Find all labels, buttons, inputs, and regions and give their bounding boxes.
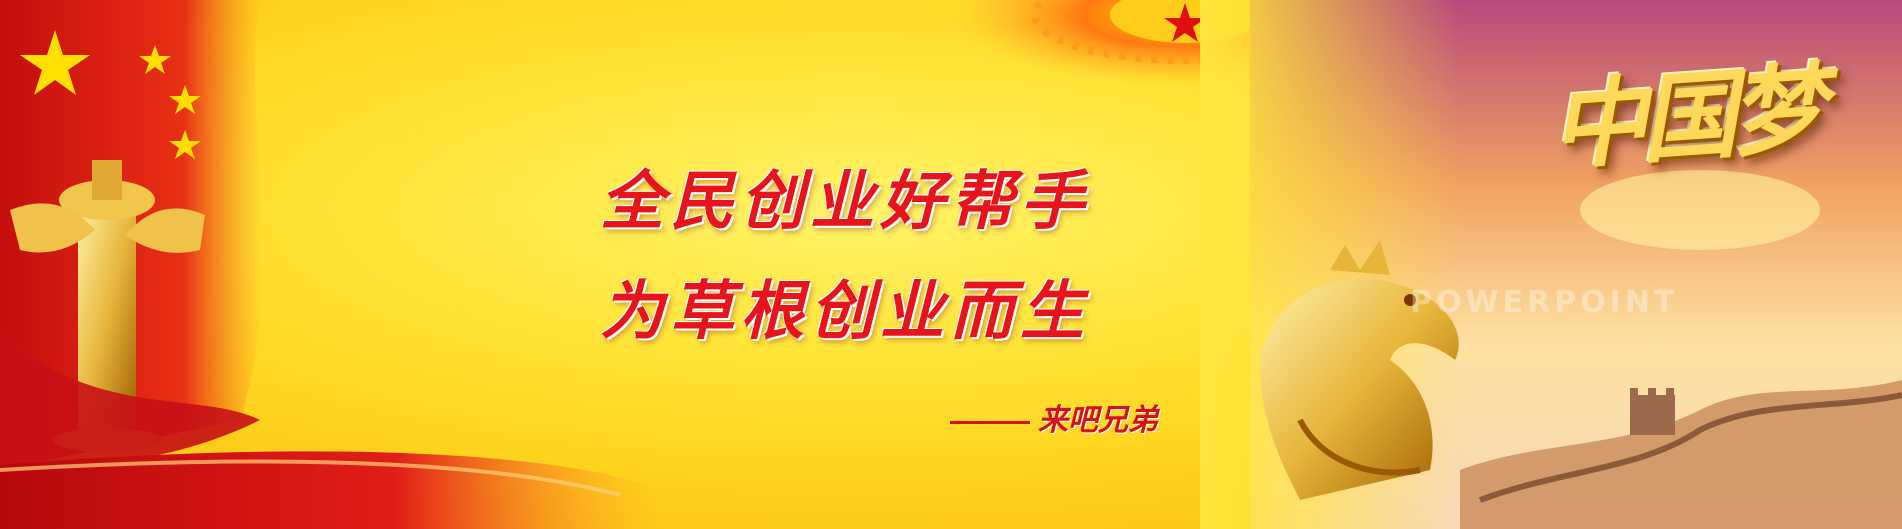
huabiao-column-icon — [10, 160, 205, 452]
signature-dash — [950, 420, 1030, 424]
flag-icon — [20, 30, 201, 159]
signature-text: 来吧兄弟 — [1038, 403, 1158, 438]
headline-line-2: 为草根创业而生 — [600, 274, 1090, 349]
watermark: POWERPOINT — [1410, 285, 1679, 320]
great-wall-icon — [1460, 380, 1902, 529]
headline-line-1: 全民创业好帮手 — [600, 164, 1090, 239]
dragon-icon — [1260, 240, 1459, 500]
china-dream-logo: 中国梦 — [1546, 51, 1825, 184]
signature: 来吧兄弟 — [950, 395, 1158, 439]
